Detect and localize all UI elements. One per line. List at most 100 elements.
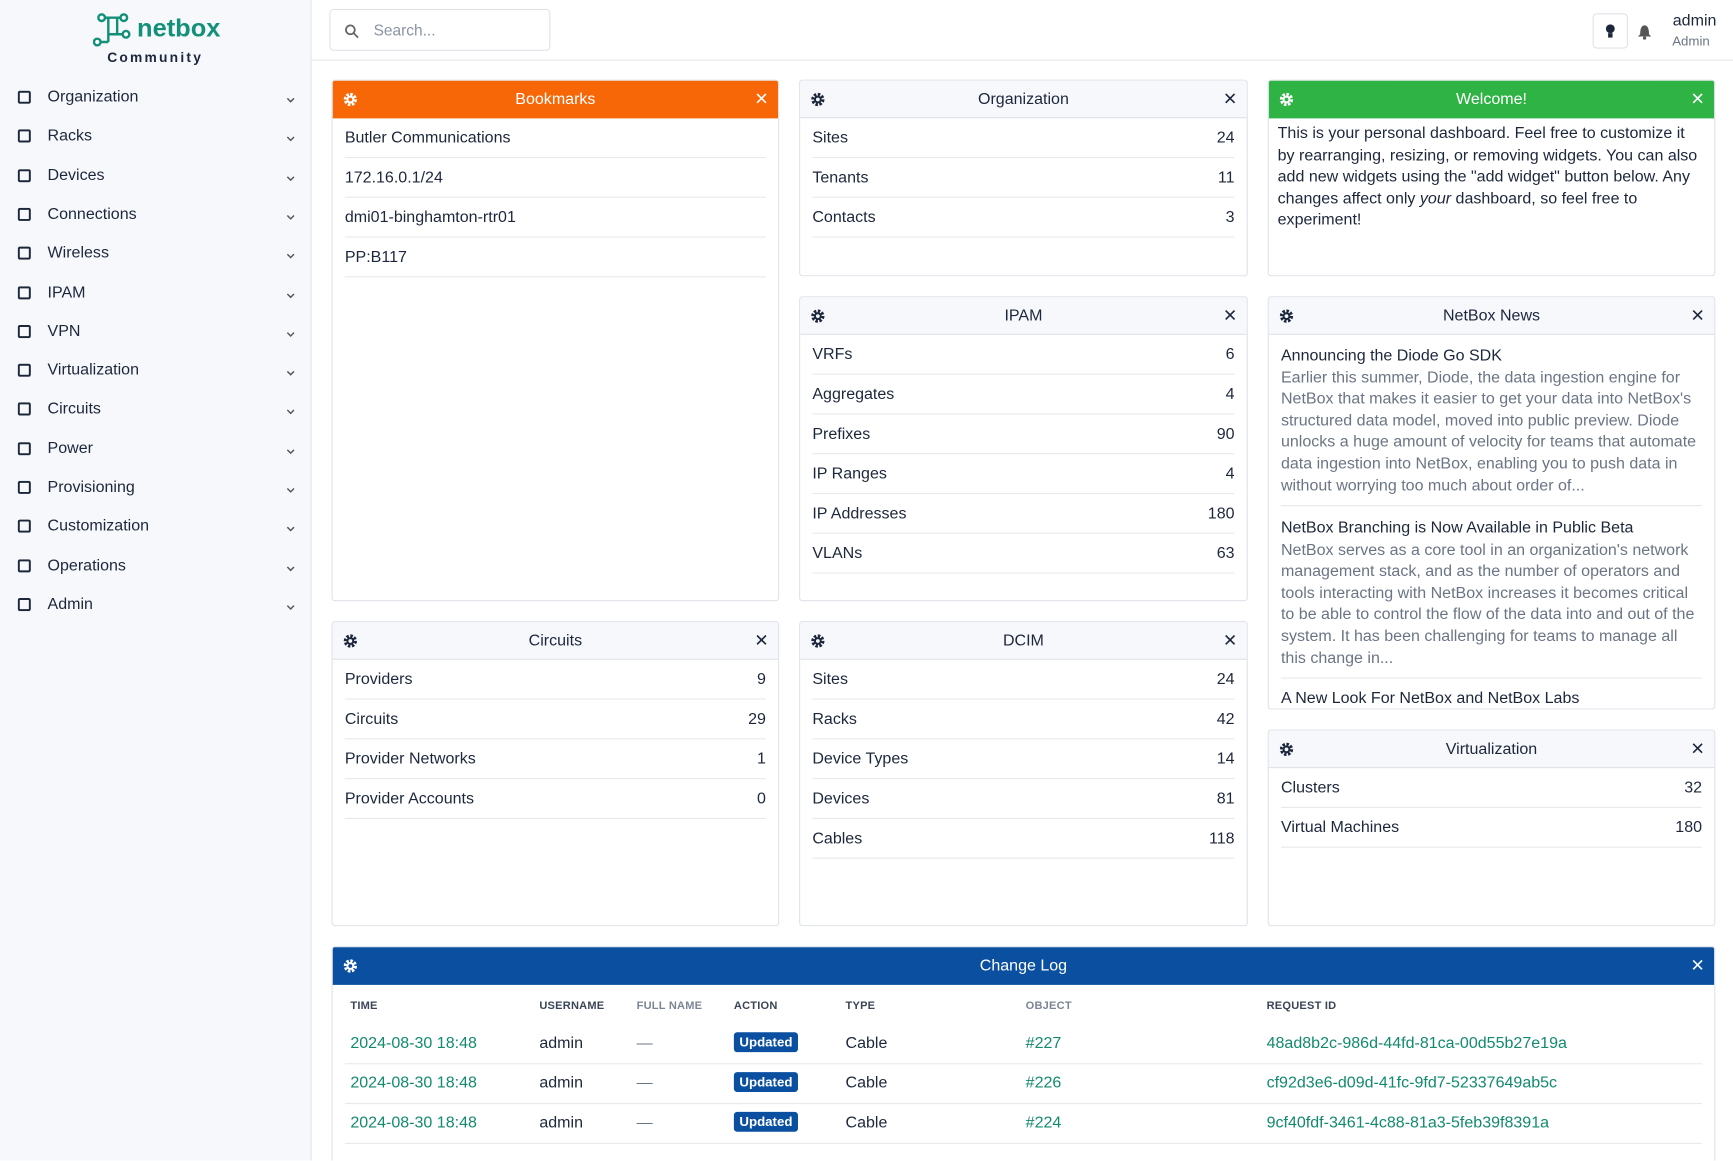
stat-label[interactable]: Circuits bbox=[344, 710, 399, 728]
column-header: FULL NAME bbox=[636, 1000, 703, 1013]
stat-label[interactable]: IP Addresses bbox=[812, 504, 907, 523]
widget: Bookmarks Butler Communications 172.16.0.1… bbox=[331, 79, 780, 602]
close-icon bbox=[1225, 309, 1236, 320]
bell-icon[interactable] bbox=[1637, 22, 1652, 40]
news-title[interactable]: A New Look For NetBox and NetBox Labs bbox=[1280, 689, 1580, 708]
table-cell[interactable]: 48ad8b2c-986d-44fd-81ca-00d55b27e19a bbox=[1266, 1034, 1567, 1053]
chevron-icon bbox=[286, 292, 295, 298]
stat-label[interactable]: Sites bbox=[812, 128, 848, 147]
stat-count: 42 bbox=[1216, 710, 1235, 728]
chevron bbox=[285, 248, 296, 266]
stat-count: 63 bbox=[1216, 544, 1235, 563]
logo-edition: Community bbox=[107, 49, 204, 66]
nav-item[interactable]: Power bbox=[17, 432, 299, 465]
stat-row: Cables 118 bbox=[812, 819, 1235, 859]
stat-label[interactable]: Cables bbox=[812, 829, 863, 848]
stat-label[interactable]: Provider Accounts bbox=[344, 789, 475, 808]
bookmark-link[interactable]: PP:B117 bbox=[344, 238, 766, 278]
news-title[interactable]: Announcing the Diode Go SDK bbox=[1280, 347, 1502, 365]
widget-close[interactable] bbox=[1691, 742, 1704, 760]
sidebar: netbox Community Organization Racks Device… bbox=[0, 0, 312, 1161]
gear-icon bbox=[1279, 92, 1294, 107]
nav-item[interactable]: Admin bbox=[17, 588, 299, 621]
nav-item[interactable]: Wireless bbox=[17, 237, 299, 270]
full-name: — bbox=[636, 1114, 653, 1132]
widget-config[interactable] bbox=[1279, 308, 1294, 328]
widget: IPAM VRFs 6 Aggregates 4 Prefixes 90 IP Ranges 4… bbox=[799, 296, 1248, 602]
stat-label[interactable]: VLANs bbox=[812, 544, 863, 563]
stat-label[interactable]: Providers bbox=[344, 670, 413, 689]
table-cell[interactable]: cf92d3e6-d09d-41fc-9fd7-52337649ab5c bbox=[1266, 1074, 1558, 1092]
widget-close[interactable] bbox=[755, 92, 768, 110]
stat-label[interactable]: Contacts bbox=[812, 208, 876, 227]
widget-config[interactable] bbox=[343, 92, 358, 112]
nav-item[interactable]: Customization bbox=[17, 510, 299, 543]
widget-close[interactable] bbox=[1691, 92, 1704, 110]
stat-label[interactable]: Virtual Machines bbox=[1280, 818, 1400, 837]
stat-label[interactable]: IP Ranges bbox=[812, 464, 887, 483]
table-cell[interactable]: #224 bbox=[1025, 1114, 1062, 1132]
nav-item[interactable]: Virtualization bbox=[17, 354, 299, 387]
stat-count: 4 bbox=[1225, 385, 1235, 403]
stat-label[interactable]: Clusters bbox=[1280, 778, 1340, 797]
nav-item[interactable]: Racks bbox=[17, 120, 299, 153]
table-cell: Cable bbox=[845, 1074, 888, 1092]
bookmark-link[interactable]: 172.16.0.1/24 bbox=[344, 158, 766, 198]
stat-label[interactable]: Device Types bbox=[812, 749, 909, 768]
nav-item[interactable]: Operations bbox=[17, 549, 299, 582]
stat-row: Aggregates 4 bbox=[812, 375, 1235, 415]
gear-icon bbox=[1279, 309, 1294, 323]
stat-count: 14 bbox=[1216, 749, 1235, 768]
table-cell[interactable]: #226 bbox=[1025, 1074, 1062, 1092]
nav-item[interactable]: Connections bbox=[17, 198, 299, 231]
widget-close[interactable] bbox=[1223, 308, 1236, 326]
nav-item[interactable]: VPN bbox=[17, 315, 299, 348]
close-icon bbox=[756, 93, 767, 104]
table-cell[interactable]: 2024-08-30 18:48 bbox=[350, 1034, 477, 1053]
stat-label[interactable]: Aggregates bbox=[812, 385, 895, 403]
stat-label[interactable]: Sites bbox=[812, 670, 848, 689]
widget-config[interactable] bbox=[343, 958, 358, 978]
widget-config[interactable] bbox=[810, 633, 825, 653]
stat-label[interactable]: Provider Networks bbox=[344, 749, 476, 768]
widget-title: Virtualization bbox=[1445, 739, 1538, 758]
widget-config[interactable] bbox=[810, 92, 825, 112]
widget-config[interactable] bbox=[343, 633, 358, 653]
table-cell[interactable]: 9cf40fdf-3461-4c88-81a3-5feb39f8391a bbox=[1266, 1114, 1550, 1132]
widget: Virtualization Clusters 32 Virtual Machines… bbox=[1267, 729, 1716, 927]
table-cell[interactable]: 2024-08-30 18:48 bbox=[350, 1114, 477, 1132]
nav-item[interactable]: Devices bbox=[17, 159, 299, 192]
stat-label[interactable]: Tenants bbox=[812, 168, 869, 187]
search-box[interactable]: Search... bbox=[329, 8, 551, 51]
nav-item[interactable]: Circuits bbox=[17, 393, 299, 426]
stat-count: 1 bbox=[756, 749, 766, 768]
stat-label[interactable]: Racks bbox=[812, 710, 857, 728]
news-title[interactable]: NetBox Branching is Now Available in Pub… bbox=[1280, 519, 1634, 538]
nav-item[interactable]: IPAM bbox=[17, 276, 299, 309]
table-cell: admin bbox=[539, 1074, 584, 1092]
widget-close[interactable] bbox=[1691, 308, 1704, 326]
nav-item[interactable]: Organization bbox=[17, 81, 299, 114]
table-cell[interactable]: #227 bbox=[1025, 1034, 1062, 1053]
stat-count: 6 bbox=[1225, 345, 1235, 364]
nav-item[interactable]: Provisioning bbox=[17, 471, 299, 504]
widget-close[interactable] bbox=[1223, 633, 1236, 651]
user-name[interactable]: admin bbox=[1672, 12, 1717, 30]
widget-config[interactable] bbox=[810, 308, 825, 328]
stat-label[interactable]: Prefixes bbox=[812, 424, 871, 443]
widget-title: Bookmarks bbox=[515, 90, 596, 108]
widget-close[interactable] bbox=[1223, 92, 1236, 110]
gear-icon bbox=[343, 92, 357, 107]
bookmark-link[interactable]: dmi01-binghamton-rtr01 bbox=[344, 198, 766, 238]
stat-label[interactable]: Devices bbox=[812, 789, 870, 808]
stat-label[interactable]: VRFs bbox=[812, 345, 853, 364]
bookmark-link[interactable]: Butler Communications bbox=[344, 118, 766, 159]
table-cell[interactable]: 2024-08-30 18:48 bbox=[350, 1074, 477, 1092]
widget: Welcome! This is your personal dashboard.… bbox=[1267, 79, 1716, 277]
widget-config[interactable] bbox=[1279, 742, 1294, 762]
widget-close[interactable] bbox=[1691, 958, 1704, 976]
theme-toggle[interactable] bbox=[1592, 13, 1629, 49]
widget-close[interactable] bbox=[755, 633, 768, 651]
widget-config[interactable] bbox=[1279, 92, 1294, 112]
nav-icon bbox=[17, 441, 31, 455]
